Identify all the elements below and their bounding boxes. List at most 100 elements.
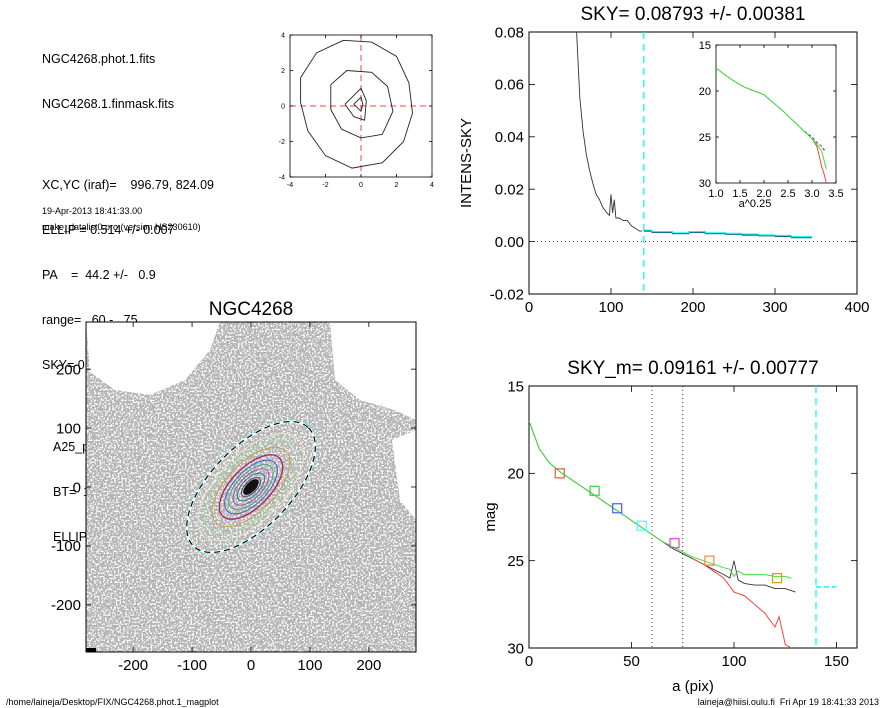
- galaxy-image-ytick-label: -100: [51, 538, 81, 555]
- mag-profile-marks: [529, 386, 837, 648]
- galaxy-image-ytick-label: 0: [73, 479, 81, 496]
- galaxy-mask-right: [392, 430, 416, 520]
- inset-ytick-label: 15: [699, 40, 711, 52]
- galaxy-isophote-ring: [211, 446, 291, 528]
- galaxy-image-xtick-label: 100: [297, 657, 322, 674]
- contour-line: [344, 87, 367, 121]
- contour-line: [353, 96, 364, 113]
- sky-profile-ytick-label: 0.06: [495, 77, 524, 94]
- info-date: 19-Apr-2013 18:41:33.00: [42, 206, 143, 216]
- sky-profile-ytick-label: -0.02: [490, 286, 524, 303]
- info-pa: PA = 44.2 +/- 0.9: [42, 268, 156, 282]
- galaxy-isophote-ring: [232, 468, 270, 506]
- mag-square-marker: [636, 520, 647, 531]
- inset-line-green: [716, 67, 827, 170]
- sky-profile-title: SKY= 0.08793 +/- 0.00381: [580, 4, 805, 25]
- galaxy-isophote-ring: [236, 472, 266, 502]
- sky-profile-axes: 0 100 200 300 400 -0.02 0.00 0.02 0.04 0.06 0.08: [490, 24, 870, 316]
- footer-right: laineja@hiisi.oulu.fi Fri Apr 19 18:41:3…: [697, 697, 879, 707]
- sky-profile-ytick-label: 0.00: [495, 234, 524, 251]
- mag-profile-frame: [528, 385, 858, 649]
- galaxy-image-title: NGC4268: [209, 299, 294, 320]
- contour-panel: -4 -2 0 2 4 -4 -2 0 2 4: [279, 32, 434, 189]
- sky-profile-ylabel: INTENS-SKY: [458, 118, 475, 208]
- galaxy-image-xtick-label: -100: [177, 657, 207, 674]
- galaxy-outer-ellipse-halo: [185, 420, 317, 554]
- mag-profile-axes: 0 50 100 150 15 20 25 30: [507, 378, 857, 670]
- contour-xtick-label: 0: [359, 182, 363, 189]
- contour-ytick-label: -4: [279, 174, 285, 181]
- mag-profile-ytick-label: 20: [507, 466, 524, 483]
- contour-line: [330, 70, 394, 139]
- mag-line-dark: [529, 420, 796, 593]
- mag-profile-ytick-label: 25: [507, 553, 524, 570]
- mag-profile-xtick-label: 50: [623, 653, 640, 670]
- contour-xtick-label: 2: [395, 182, 399, 189]
- galaxy-isophote-ring: [204, 439, 298, 535]
- inset-xtick-label: 2.5: [780, 188, 795, 200]
- galaxy-isophote-ring: [241, 476, 261, 498]
- mag-square-marker: [612, 503, 623, 514]
- inset-xtick-label: 3.5: [828, 188, 843, 200]
- galaxy-mask-top-right: [330, 322, 416, 420]
- galaxy-image-panel: NGC4268 -200 -100 0 100 200 -200 -100 0 100 200: [51, 299, 417, 674]
- footer-left: /home/laineja/Desktop/FIX/NGC4268.phot.1…: [6, 697, 219, 707]
- contour-axes: -4 -2 0 2 4 -4 -2 0 2 4: [279, 32, 434, 189]
- galaxy-fit-ellipse-cyan: [184, 419, 318, 555]
- galaxy-image-axes: -200 -100 0 100 200 -200 -100 0 100 200: [51, 322, 416, 674]
- galaxy-isophote-ring: [224, 459, 278, 515]
- mag-square-marker: [704, 555, 715, 566]
- mag-profile-ytick-label: 30: [507, 640, 524, 657]
- sky-profile-xtick-label: 0: [525, 299, 533, 316]
- mag-profile-panel: SKY_m= 0.09161 +/- 0.00777 mag a (pix) 0…: [482, 358, 858, 695]
- contour-xtick-label: 4: [430, 182, 434, 189]
- inset-ytick-label: 20: [699, 86, 711, 98]
- contour-line: [300, 39, 413, 169]
- mag-line-green: [529, 420, 792, 579]
- mag-profile-ytick-label: 15: [507, 378, 524, 395]
- mag-profile-ylabel: mag: [482, 502, 499, 531]
- inset-frame: [715, 44, 837, 184]
- mag-square-marker: [669, 538, 680, 549]
- galaxy-image-ytick-label: -200: [51, 597, 81, 614]
- contour-ytick-label: -2: [279, 139, 285, 146]
- inset-xtick-label: 1.5: [732, 188, 747, 200]
- sky-residual-line: [643, 230, 812, 239]
- contour-xtick-label: -4: [287, 182, 293, 189]
- sky-profile-xtick-label: 400: [844, 299, 869, 316]
- mag-square-marker: [589, 485, 600, 496]
- contour-ytick-label: 0: [281, 103, 285, 110]
- info-ellip: ELLIP = 0.514 +/- 0.007: [42, 223, 175, 237]
- galaxy-image-xtick-label: 0: [247, 657, 255, 674]
- galaxy-isophotes: [184, 419, 318, 555]
- inset-xlabel: a^0.25: [739, 198, 772, 210]
- info-center: XC,YC (iraf)= 996.79, 824.09: [42, 178, 214, 192]
- sky-profile-line: [576, 32, 643, 232]
- galaxy-core: [243, 479, 259, 495]
- sky-profile-panel: SKY= 0.08793 +/- 0.00381 INTENS-SKY 0 100…: [458, 4, 870, 316]
- inset-line-red: [811, 138, 827, 183]
- contour-ytick-label: 2: [281, 68, 285, 75]
- galaxy-image-ytick-label: 200: [56, 361, 81, 378]
- mag-profile-xtick-label: 150: [824, 653, 849, 670]
- info-version: make_datalist0.pro (version HS230610): [42, 222, 201, 232]
- sky-profile-ytick-label: 0.08: [495, 24, 524, 41]
- galaxy-isophote-ring: [228, 463, 274, 511]
- contour-ytick-label: 4: [281, 32, 285, 39]
- sky-profile-ytick-label: 0.02: [495, 181, 524, 198]
- mag-line-red: [692, 558, 792, 648]
- sky-profile-xtick-label: 100: [598, 299, 623, 316]
- galaxy-image-ytick-label: 100: [56, 420, 81, 437]
- inset-ytick-label: 30: [699, 178, 711, 190]
- inset-xtick-label: 3.0: [804, 188, 819, 200]
- inset-axes: 1.0 1.5 2.0 2.5 3.0 3.5 15 20 25 30: [699, 40, 844, 200]
- inset-xtick-label: 2.0: [756, 188, 771, 200]
- contour-marks: [290, 35, 432, 177]
- inset-marks: [716, 67, 827, 183]
- mag-profile-xtick-label: 0: [525, 653, 533, 670]
- info-file-mask: NGC4268.1.finmask.fits: [42, 97, 174, 111]
- mag-square-marker: [554, 468, 565, 479]
- inset-xtick-label: 1.0: [708, 188, 723, 200]
- galaxy-image-xtick-label: -200: [118, 657, 148, 674]
